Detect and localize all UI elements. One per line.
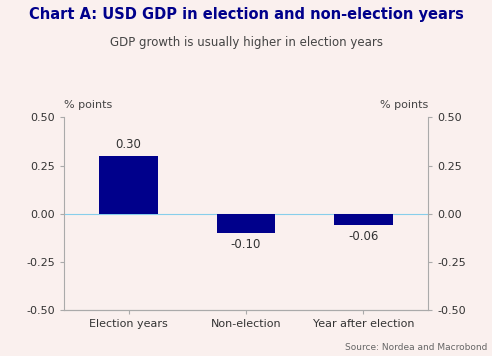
Text: -0.06: -0.06 [348,230,379,243]
Bar [334,214,393,225]
Text: GDP growth is usually higher in election years: GDP growth is usually higher in election… [110,36,382,49]
Bar [99,156,158,214]
Text: Chart A: USD GDP in election and non-election years: Chart A: USD GDP in election and non-ele… [29,7,463,22]
Text: -0.10: -0.10 [231,238,261,251]
Text: % points: % points [380,100,428,110]
Text: 0.30: 0.30 [116,138,142,151]
Text: Source: Nordea and Macrobond: Source: Nordea and Macrobond [345,344,487,352]
Bar [216,214,276,233]
Text: % points: % points [64,100,112,110]
